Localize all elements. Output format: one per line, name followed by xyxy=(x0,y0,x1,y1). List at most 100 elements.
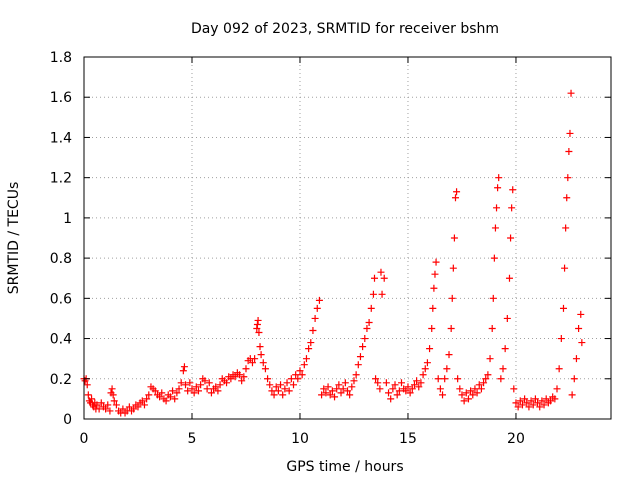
data-point xyxy=(402,387,410,395)
data-point xyxy=(106,407,114,415)
data-point xyxy=(467,387,475,395)
data-point xyxy=(553,385,561,393)
data-point xyxy=(354,361,362,369)
data-point xyxy=(568,391,576,399)
data-point xyxy=(443,365,451,373)
data-point xyxy=(335,381,343,389)
data-point xyxy=(130,405,138,413)
data-point xyxy=(523,399,531,407)
data-point xyxy=(156,393,164,401)
data-point xyxy=(88,395,96,403)
data-point xyxy=(307,339,315,347)
y-tick-label: 0.8 xyxy=(50,251,72,267)
data-point xyxy=(145,391,153,399)
data-point xyxy=(567,89,575,97)
data-point xyxy=(547,397,555,405)
data-point xyxy=(309,327,317,335)
data-point xyxy=(173,389,181,397)
data-point xyxy=(441,375,449,383)
data-point xyxy=(387,395,395,403)
data-point xyxy=(180,363,188,371)
data-point xyxy=(369,290,377,298)
data-point xyxy=(404,383,412,391)
data-point xyxy=(559,304,567,312)
data-point xyxy=(495,174,503,182)
data-point xyxy=(110,397,118,405)
data-point xyxy=(192,383,200,391)
data-point xyxy=(177,379,185,387)
data-point xyxy=(158,389,166,397)
x-tick-label: 15 xyxy=(399,431,417,447)
data-point xyxy=(248,359,256,367)
data-point xyxy=(393,391,401,399)
data-point xyxy=(356,353,364,361)
data-point xyxy=(514,403,522,411)
y-tick-label: 0.6 xyxy=(50,291,72,307)
data-point xyxy=(555,365,563,373)
data-point xyxy=(489,294,497,302)
data-point xyxy=(188,385,196,393)
data-point xyxy=(423,359,431,367)
data-point xyxy=(302,355,310,363)
data-point xyxy=(253,320,261,328)
data-point xyxy=(432,258,440,266)
data-point xyxy=(417,379,425,387)
data-point xyxy=(300,361,308,369)
data-point xyxy=(566,129,574,137)
data-point xyxy=(311,314,319,322)
data-point xyxy=(138,397,146,405)
y-tick-labels: 0 0.2 0.4 0.6 0.8 1 1.2 1.4 1.6 1.8 xyxy=(50,50,72,428)
x-tick-labels: 0 5 10 15 20 xyxy=(80,431,525,447)
data-point xyxy=(408,385,416,393)
data-point xyxy=(477,385,485,393)
data-point xyxy=(367,304,375,312)
data-point xyxy=(281,385,289,393)
data-point xyxy=(290,381,298,389)
data-point xyxy=(125,403,133,411)
axis-ticks xyxy=(83,56,611,420)
data-point xyxy=(564,174,572,182)
data-point xyxy=(112,401,120,409)
data-point xyxy=(326,391,334,399)
data-point xyxy=(370,274,378,282)
data-point xyxy=(540,401,548,409)
data-point xyxy=(503,314,511,322)
data-point xyxy=(197,381,205,389)
data-point xyxy=(171,395,179,403)
data-point xyxy=(361,335,369,343)
data-point xyxy=(259,359,267,367)
data-point xyxy=(318,391,326,399)
y-tick-label: 0.4 xyxy=(50,332,72,348)
data-point xyxy=(279,391,287,399)
data-point xyxy=(464,395,472,403)
data-point xyxy=(410,381,418,389)
data-point xyxy=(207,389,215,397)
data-point xyxy=(415,383,423,391)
y-axis-label: SRMTID / TECUs xyxy=(6,182,22,295)
x-tick-label: 10 xyxy=(291,431,309,447)
data-point xyxy=(272,383,280,391)
data-point xyxy=(451,194,459,202)
data-point xyxy=(462,389,470,397)
data-point xyxy=(525,403,533,411)
data-point xyxy=(238,377,246,385)
data-point xyxy=(382,379,390,387)
x-tick-label: 5 xyxy=(188,431,197,447)
data-point xyxy=(453,188,461,196)
y-tick-label: 1.4 xyxy=(50,130,72,146)
data-point xyxy=(254,316,262,324)
data-point xyxy=(266,381,274,389)
data-point xyxy=(557,335,565,343)
data-point xyxy=(507,234,515,242)
data-point xyxy=(346,391,354,399)
data-point xyxy=(378,290,386,298)
data-point xyxy=(231,373,239,381)
data-point xyxy=(421,365,429,373)
data-point xyxy=(205,379,213,387)
data-point xyxy=(531,395,539,403)
data-point xyxy=(348,383,356,391)
data-point xyxy=(274,387,282,395)
data-point xyxy=(508,204,516,212)
data-point xyxy=(104,401,112,409)
data-point xyxy=(460,397,468,405)
